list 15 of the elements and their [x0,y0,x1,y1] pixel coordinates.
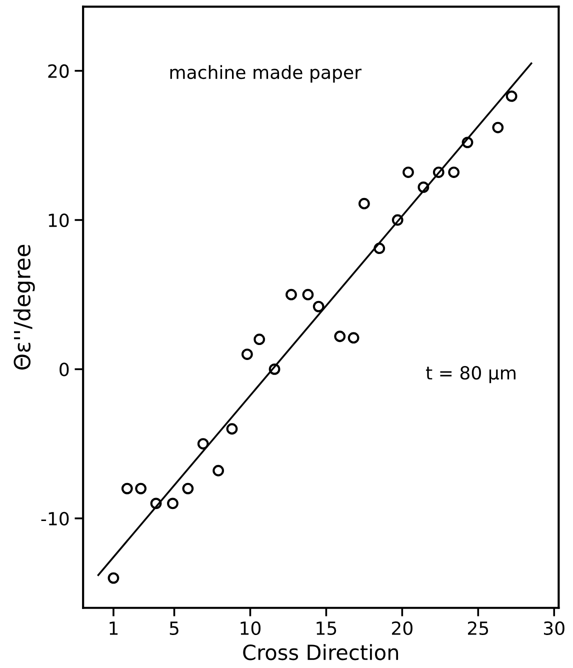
x-tick-label: 10 [240,621,261,636]
x-tick-label: 25 [468,621,488,636]
x-axis-title: Cross Direction [243,644,398,660]
x-tick-label: 20 [392,621,412,636]
y-tick-label: 10 [48,213,69,228]
annotation: machine made paper [170,65,362,83]
x-tick-label: 1 [110,622,118,635]
y-axis-title: Θε''/degree [13,244,35,370]
x-tick-label: 15 [316,622,336,636]
y-tick-label: 20 [48,64,69,78]
y-tick-label: -10 [41,512,69,526]
x-tick-label: 5 [170,622,178,636]
x-tick-label: 30 [544,621,564,636]
y-tick-label: 0 [60,362,69,376]
annotation: t = 80 μm [426,366,516,384]
